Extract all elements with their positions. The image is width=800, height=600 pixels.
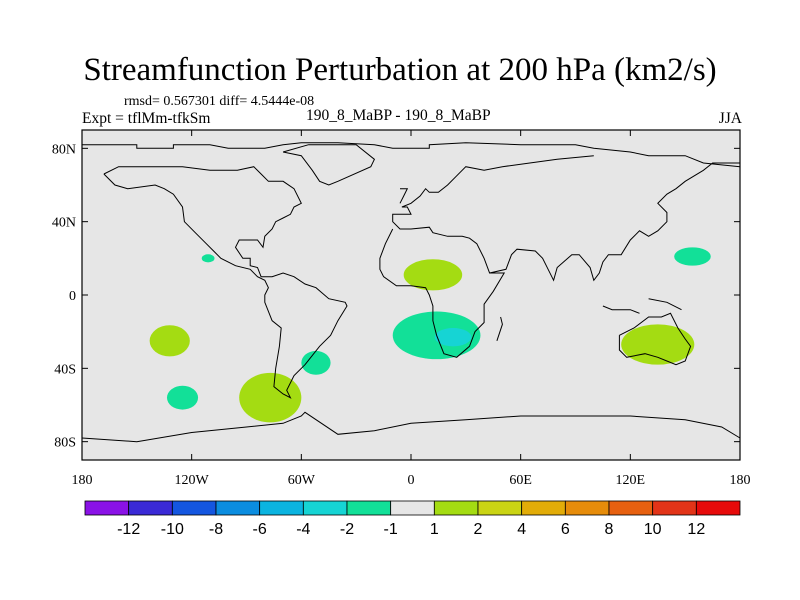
contour-region-0 [201, 254, 215, 263]
x-tick-labels: 180 120W 60W 0 60E 120E 180 [72, 473, 751, 488]
contour-region-8 [621, 324, 695, 365]
coastline-3 [103, 166, 348, 399]
contour-region-7 [434, 328, 472, 347]
contour-region-5 [403, 259, 463, 291]
colorbar-swatch [564, 500, 610, 516]
colorbar-swatch [171, 500, 217, 516]
colorbar-swatch [302, 500, 348, 516]
colorbar-label: -4 [296, 521, 310, 538]
coastline-5 [618, 312, 692, 366]
x-tick-label: 60E [509, 473, 532, 488]
colorbar-swatch [259, 500, 304, 516]
y-tick-labels: 80N 40N 0 40S 80S [52, 142, 76, 450]
coastline-2 [379, 228, 506, 358]
colorbar-swatch [521, 500, 566, 516]
x-tick-label: 180 [730, 473, 751, 488]
x-tick-label: 120W [175, 473, 210, 488]
colorbar-label: -10 [161, 521, 184, 538]
coastlines [81, 142, 741, 443]
contour-region-2 [166, 385, 199, 410]
colorbar-label: -1 [384, 521, 398, 538]
y-tick-label: 40S [54, 362, 76, 377]
y-tick-label: 40N [52, 216, 76, 231]
colorbar-swatch [433, 500, 479, 516]
x-tick-label: 0 [408, 473, 415, 488]
colorbar-labels: -12 -10 -8 -6 -4 -2 -1 1 2 4 6 8 10 12 [117, 521, 705, 538]
colorbar-swatch [695, 500, 741, 516]
chart-title: Streamfunction Perturbation at 200 hPa (… [83, 52, 717, 88]
colorbar [84, 500, 741, 516]
y-tick-label: 80S [54, 436, 76, 451]
colorbar-label: 10 [644, 521, 662, 538]
colorbar-label: 8 [605, 521, 614, 538]
colorbar-label: -2 [340, 521, 354, 538]
x-tick-label: 60W [288, 473, 316, 488]
colorbar-label: 2 [474, 521, 483, 538]
x-tick-label: 180 [72, 473, 93, 488]
coastline-0 [82, 142, 741, 168]
contour-region-4 [301, 350, 331, 375]
coastline-4 [282, 144, 376, 186]
axis-ticks [81, 130, 741, 460]
y-tick-label: 80N [52, 142, 76, 157]
plot-area [82, 130, 740, 460]
colorbar-swatch [215, 500, 261, 516]
y-tick-label: 0 [69, 289, 76, 304]
colorbar-swatch [346, 500, 392, 516]
colorbar-label: 4 [517, 521, 526, 538]
colorbar-label: -12 [117, 521, 140, 538]
coastline-8 [648, 298, 682, 311]
colorbar-label: -6 [253, 521, 267, 538]
contour-region-9 [674, 247, 711, 266]
contour-region-3 [239, 372, 302, 423]
contour-region-1 [149, 325, 190, 357]
colorbar-label: -8 [209, 521, 223, 538]
colorbar-label: 1 [430, 521, 439, 538]
stats-line: rmsd= 0.567301 diff= 4.5444e-08 [124, 94, 315, 109]
case-label: 190_8_MaBP - 190_8_MaBP [306, 107, 491, 124]
colorbar-label: 12 [687, 521, 705, 538]
coastline-1 [392, 155, 740, 282]
coastline-10 [496, 316, 503, 341]
experiment-label: Expt = tflMm-tfkSm [82, 110, 211, 127]
colorbar-swatch [608, 500, 654, 516]
coastline-7 [602, 305, 640, 314]
colorbar-swatch [477, 500, 523, 516]
season-label: JJA [718, 110, 742, 127]
colorbar-swatch [84, 500, 130, 516]
coastline-6 [81, 411, 741, 443]
colorbar-swatch [390, 500, 435, 516]
colorbar-swatch [652, 500, 697, 516]
x-tick-label: 120E [616, 473, 646, 488]
colorbar-label: 6 [561, 521, 570, 538]
coastline-9 [399, 188, 409, 204]
colorbar-swatch [128, 500, 173, 516]
